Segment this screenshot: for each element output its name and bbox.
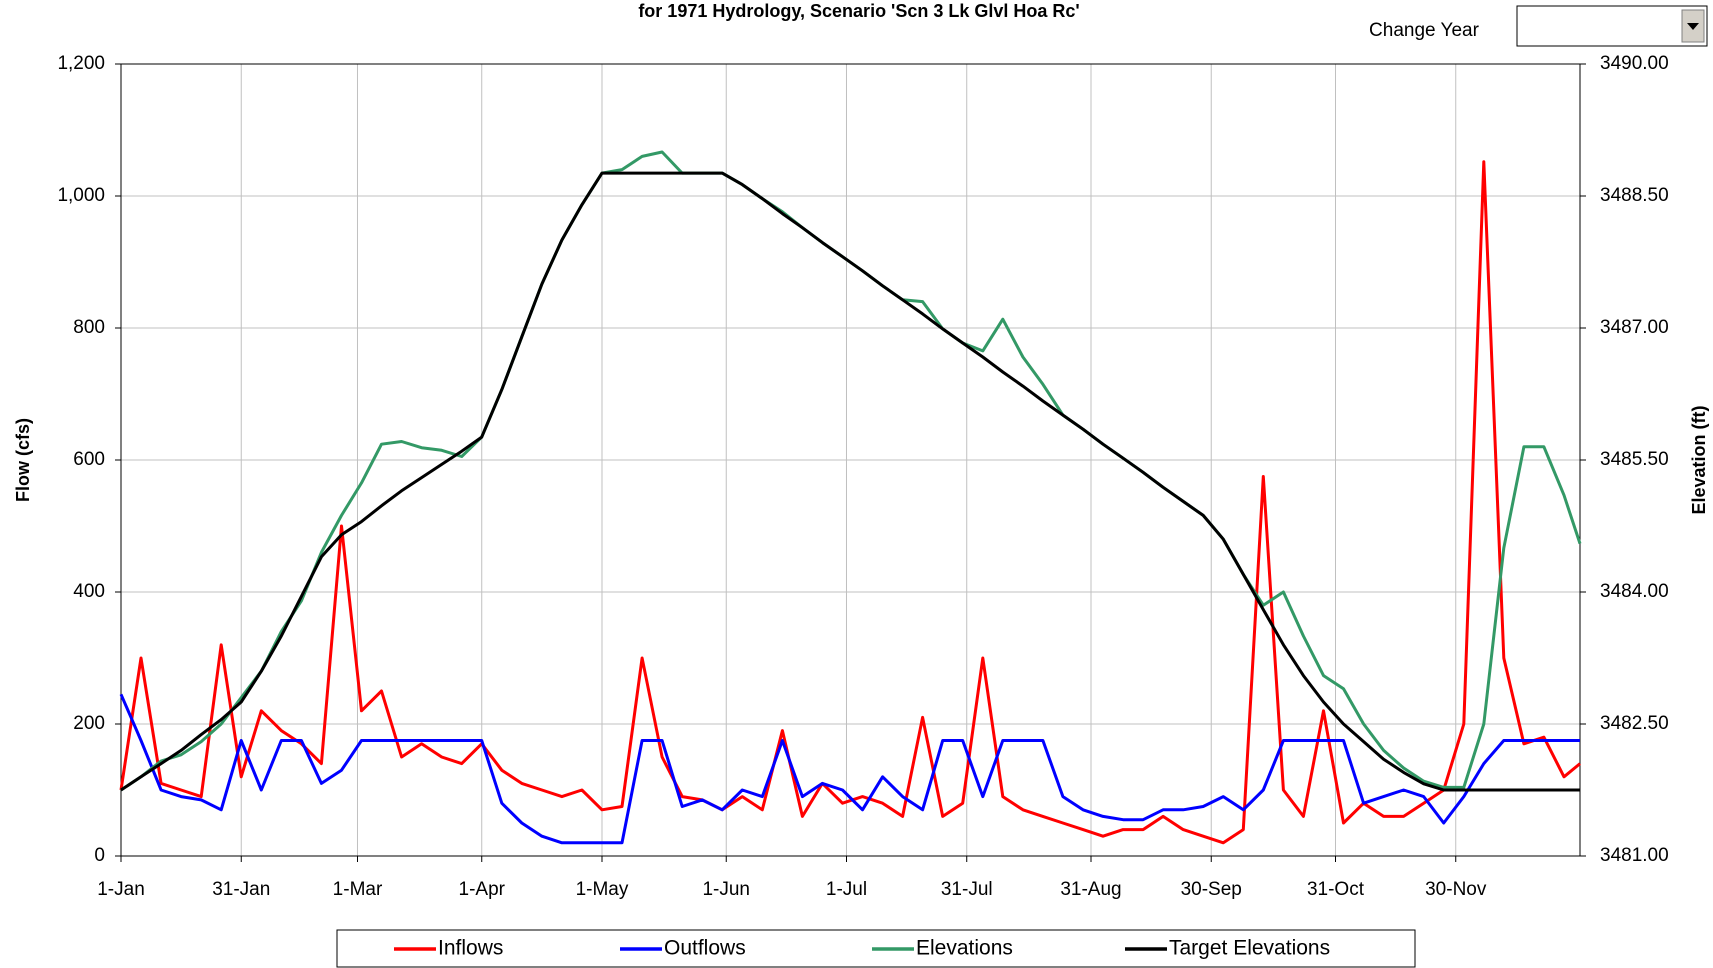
y2-tick-label: 3488.50 — [1600, 185, 1669, 206]
y2-tick-label: 3485.50 — [1600, 449, 1669, 470]
legend-label: Outflows — [664, 937, 746, 960]
x-tick-label: 31-Jul — [941, 879, 993, 900]
y2-tick-label: 3490.00 — [1600, 53, 1669, 74]
y-tick-label: 800 — [73, 317, 105, 338]
chart-title: for 1971 Hydrology, Scenario 'Scn 3 Lk G… — [638, 1, 1079, 21]
y-tick-label: 1,200 — [57, 53, 105, 74]
x-tick-label: 1-Jun — [702, 879, 750, 900]
y2-tick-label: 3481.00 — [1600, 845, 1669, 866]
x-tick-label: 30-Nov — [1425, 879, 1487, 900]
y-tick-label: 1,000 — [57, 185, 105, 206]
y-tick-label: 200 — [73, 713, 105, 734]
y2-tick-label: 3484.00 — [1600, 581, 1669, 602]
x-tick-label: 1-May — [576, 879, 629, 900]
series-line — [120, 171, 1580, 792]
y-tick-label: 600 — [73, 449, 105, 470]
legend-label: Inflows — [438, 937, 503, 960]
x-tick-label: 31-Jan — [212, 879, 270, 900]
series-line — [120, 150, 1582, 792]
x-tick-label: 1-Jan — [97, 879, 145, 900]
y2-tick-label: 3487.00 — [1600, 317, 1669, 338]
legend-label: Target Elevations — [1169, 937, 1330, 960]
y2-tick-label: 3482.50 — [1600, 713, 1669, 734]
change-year-label: Change Year — [1369, 20, 1480, 41]
x-tick-label: 1-Jul — [826, 879, 867, 900]
y-tick-label: 400 — [73, 581, 105, 602]
y-axis-title: Flow (cfs) — [13, 418, 33, 502]
year-dropdown[interactable] — [1516, 5, 1708, 47]
series-line — [119, 693, 1580, 845]
x-tick-label: 30-Sep — [1181, 879, 1242, 900]
x-tick-label: 31-Oct — [1307, 879, 1365, 900]
legend-label: Elevations — [916, 937, 1013, 960]
x-tick-label: 31-Aug — [1060, 879, 1121, 900]
x-tick-label: 1-Mar — [333, 879, 383, 900]
x-tick-label: 1-Apr — [459, 879, 506, 900]
y-tick-label: 0 — [94, 845, 105, 866]
plot-frame — [120, 63, 1581, 857]
dropdown-box[interactable] — [1516, 5, 1708, 47]
dropdown-arrow — [1687, 23, 1699, 30]
y2-axis-title: Elevation (ft) — [1689, 405, 1709, 514]
